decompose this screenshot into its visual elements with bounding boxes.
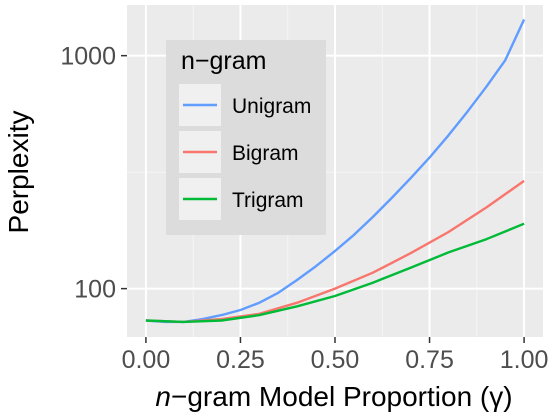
y-tick-label: 100 [74,276,116,304]
series-lines [145,18,526,324]
y-axis-title: Perplexity [3,111,34,234]
x-tick-label: 0.25 [216,346,265,374]
y-axis: 100 1000 [60,43,127,304]
x-axis: 0.00 0.25 0.50 0.75 1.00 [122,337,549,374]
x-tick-label: 0.75 [405,346,454,374]
x-tick-label: 0.50 [311,346,360,374]
legend-title: n−gram [181,47,266,75]
x-axis-title: n−gram Model Proportion (γ) [155,381,512,412]
y-tick-label: 1000 [60,43,116,71]
series-line-unigram [145,18,526,324]
legend-label-bigram: Bigram [232,142,299,165]
legend: n−gram Unigram Bigram Trigram [166,40,326,235]
x-tick-label: 1.00 [500,346,549,374]
legend-label-trigram: Trigram [232,189,304,212]
legend-label-unigram: Unigram [232,95,311,118]
series-line-trigram [145,222,525,324]
x-tick-label: 0.00 [122,346,171,374]
